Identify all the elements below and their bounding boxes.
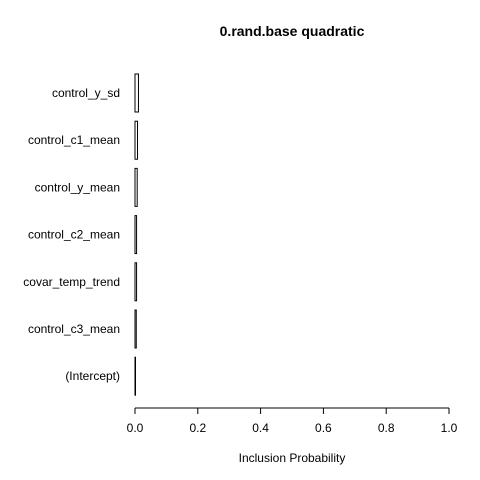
category-label-1: control_c1_mean xyxy=(28,133,120,147)
x-tick-label-4: 0.8 xyxy=(378,421,395,435)
category-label-2: control_y_mean xyxy=(35,180,120,194)
x-tick-label-2: 0.4 xyxy=(252,421,269,435)
category-label-5: control_c3_mean xyxy=(28,322,120,336)
x-axis: 0.0 0.2 0.4 0.6 0.8 1.0 xyxy=(127,407,458,435)
chart-title: 0.rand.base quadratic xyxy=(220,23,365,39)
category-label-4: covar_temp_trend xyxy=(23,275,120,289)
bar-0 xyxy=(134,73,139,113)
bar-1 xyxy=(134,120,139,160)
bar-6 xyxy=(134,356,136,396)
category-labels: control_y_sd control_c1_mean control_y_mea… xyxy=(23,86,120,383)
x-axis-label: Inclusion Probability xyxy=(239,451,346,465)
category-label-6: (Intercept) xyxy=(65,369,120,383)
bar-5 xyxy=(134,309,137,349)
category-label-0: control_y_sd xyxy=(52,86,120,100)
bar-2 xyxy=(134,167,138,207)
x-tick-label-3: 0.6 xyxy=(315,421,332,435)
x-tick-label-1: 0.2 xyxy=(189,421,206,435)
bars-group xyxy=(134,73,139,396)
bar-4 xyxy=(134,262,138,302)
x-tick-label-0: 0.0 xyxy=(127,421,144,435)
bar-3 xyxy=(134,215,138,255)
category-label-3: control_c2_mean xyxy=(28,228,120,242)
x-tick-label-5: 1.0 xyxy=(441,421,458,435)
